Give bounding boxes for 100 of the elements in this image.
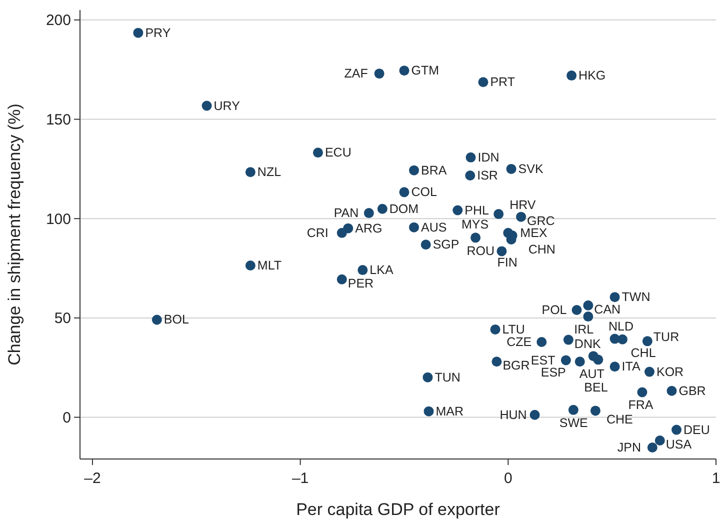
data-label: MLT bbox=[257, 258, 282, 272]
data-label: CRI bbox=[306, 226, 328, 240]
point bbox=[409, 222, 420, 232]
point bbox=[399, 187, 410, 198]
data-label: ITA bbox=[622, 360, 641, 374]
y-tick-label: 50 bbox=[54, 310, 71, 328]
point bbox=[610, 292, 620, 302]
data-label: CAN bbox=[594, 302, 621, 316]
point bbox=[637, 387, 648, 398]
point bbox=[590, 406, 600, 416]
point bbox=[336, 228, 347, 238]
data-label: PRY bbox=[145, 26, 172, 40]
data-label: EST bbox=[530, 353, 556, 368]
data-label: MEX bbox=[520, 226, 548, 240]
data-label: HUN bbox=[500, 408, 527, 422]
data-label: COL bbox=[411, 185, 437, 200]
data-label: AUT bbox=[579, 367, 605, 382]
data-label: MYS bbox=[462, 218, 489, 232]
point bbox=[560, 355, 571, 366]
data-label: ROU bbox=[466, 244, 494, 258]
data-label: CHE bbox=[606, 412, 633, 427]
point bbox=[245, 167, 256, 178]
point bbox=[374, 68, 384, 79]
data-label: CHN bbox=[528, 242, 556, 256]
data-label: HKG bbox=[578, 68, 606, 83]
point bbox=[583, 300, 594, 310]
point bbox=[672, 424, 682, 435]
data-label: DEU bbox=[684, 422, 710, 437]
point bbox=[666, 386, 677, 396]
point bbox=[466, 152, 476, 162]
y-tick-label: 0 bbox=[62, 410, 71, 427]
point bbox=[530, 410, 540, 420]
point bbox=[377, 204, 388, 214]
data-label: DNK bbox=[574, 336, 602, 351]
data-label: SWE bbox=[559, 416, 588, 430]
point bbox=[424, 406, 434, 416]
x-tick-label: –2 bbox=[84, 470, 101, 487]
point bbox=[452, 205, 463, 216]
data-label: BOL bbox=[164, 312, 189, 327]
y-tick-label: 150 bbox=[46, 112, 71, 129]
y-tick-label: 200 bbox=[46, 12, 71, 30]
data-label: SGP bbox=[432, 238, 460, 252]
data-label: BGR bbox=[502, 358, 530, 373]
point bbox=[312, 148, 323, 158]
point bbox=[506, 164, 516, 174]
y-axis-title: Change in shipment frequency (%) bbox=[5, 104, 24, 366]
data-label: AUS bbox=[421, 220, 447, 234]
data-label: PAN bbox=[334, 206, 359, 220]
data-label: LTU bbox=[502, 322, 525, 336]
point bbox=[420, 240, 431, 250]
data-label: GTM bbox=[411, 64, 440, 78]
point bbox=[364, 208, 374, 218]
point bbox=[336, 274, 347, 284]
point bbox=[574, 356, 585, 367]
data-label: FRA bbox=[628, 398, 654, 412]
point bbox=[568, 404, 578, 415]
point bbox=[536, 336, 547, 347]
x-tick-label: 0 bbox=[504, 470, 512, 487]
data-label: ARG bbox=[355, 221, 382, 236]
data-label: CHL bbox=[630, 346, 656, 360]
data-label: USA bbox=[666, 438, 692, 452]
point bbox=[399, 66, 410, 76]
data-label: GRC bbox=[527, 214, 555, 228]
point bbox=[610, 362, 620, 372]
data-label: ESP bbox=[540, 366, 566, 380]
data-label: URY bbox=[214, 98, 241, 113]
point bbox=[492, 356, 502, 367]
data-label: GBR bbox=[678, 384, 706, 398]
point bbox=[133, 28, 144, 38]
data-label: POL bbox=[542, 302, 567, 317]
data-label: TWN bbox=[622, 290, 650, 304]
data-label: NZL bbox=[257, 165, 282, 180]
data-label: KOR bbox=[656, 364, 684, 379]
data-label: IDN bbox=[478, 150, 500, 164]
data-label: TUR bbox=[653, 330, 680, 344]
point bbox=[516, 212, 526, 222]
point bbox=[494, 209, 504, 220]
data-label: PHL bbox=[464, 203, 490, 218]
point bbox=[563, 334, 574, 345]
point bbox=[422, 372, 433, 382]
point bbox=[496, 246, 507, 256]
data-label: DOM bbox=[389, 202, 419, 216]
point bbox=[478, 77, 488, 88]
point bbox=[152, 314, 162, 325]
data-label: BEL bbox=[584, 380, 608, 395]
x-tick-label: –1 bbox=[292, 470, 309, 487]
data-label: ZAF bbox=[344, 66, 368, 81]
point bbox=[409, 165, 420, 176]
point bbox=[593, 354, 604, 365]
data-label: MAR bbox=[436, 404, 464, 418]
data-label: SVK bbox=[518, 162, 544, 176]
point bbox=[572, 305, 582, 315]
data-label: NLD bbox=[608, 319, 634, 334]
data-label: CZE bbox=[506, 334, 532, 349]
data-label: IRL bbox=[574, 322, 594, 337]
data-label: JPN bbox=[617, 440, 642, 454]
x-axis-title: Per capita GDP of exporter bbox=[296, 500, 500, 519]
point bbox=[654, 436, 665, 446]
data-label: FIN bbox=[497, 255, 518, 270]
point bbox=[490, 324, 500, 334]
